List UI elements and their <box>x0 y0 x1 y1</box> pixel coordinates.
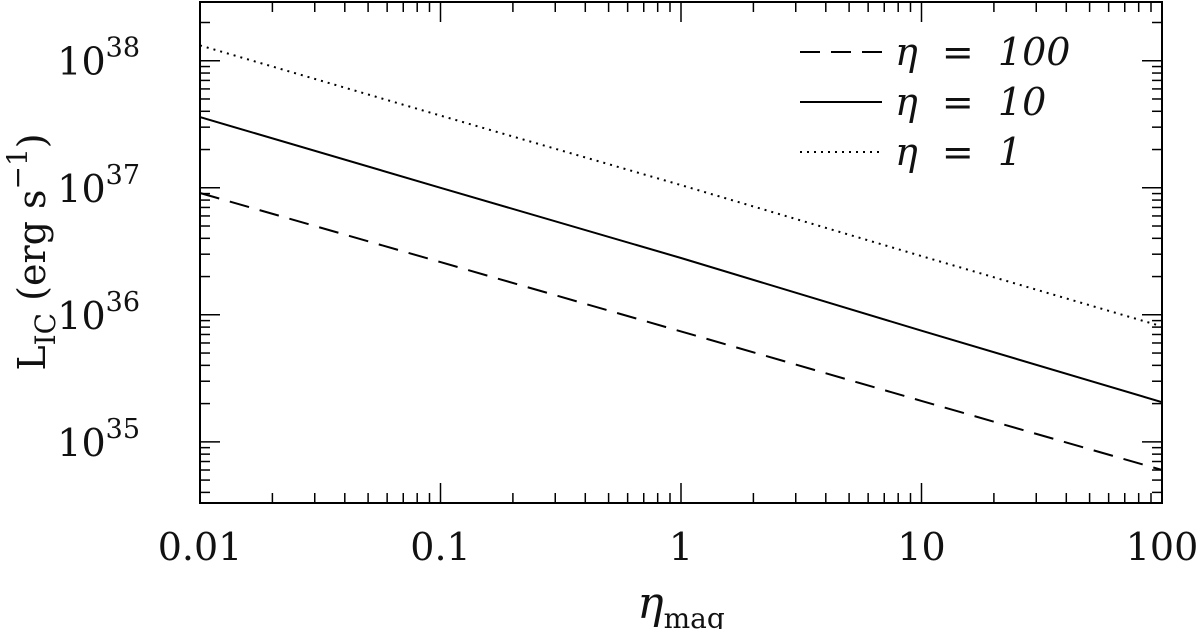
y-tick-base: 10 <box>57 167 105 211</box>
x-tick-label: 100 <box>1126 525 1199 569</box>
y-axis-label: LIC (erg s−1) <box>1 133 62 370</box>
y-tick-exponent: 36 <box>106 287 140 318</box>
y-tick-base: 10 <box>57 421 105 465</box>
y-label-sub: IC <box>29 313 62 345</box>
y-tick-label: 1036 <box>57 287 140 338</box>
legend-label: η = 100 <box>895 30 1070 74</box>
y-tick-label: 1037 <box>57 160 140 211</box>
series-line <box>199 192 1163 471</box>
x-axis-label: ηmag <box>637 578 725 629</box>
x-tick-label: 10 <box>897 525 945 569</box>
y-label-close: ) <box>10 133 54 148</box>
legend-label: η = 1 <box>895 130 1022 174</box>
y-tick-base: 10 <box>57 40 105 84</box>
y-label-rest: (erg s <box>10 189 54 312</box>
y-tick-base: 10 <box>57 294 105 338</box>
y-label-sup: −1 <box>1 148 34 189</box>
x-label-sub: mag <box>664 602 725 629</box>
series-line <box>199 116 1163 404</box>
legend-label: η = 10 <box>895 80 1046 124</box>
x-tick-label: 0.1 <box>410 525 470 569</box>
y-tick-label: 1038 <box>57 33 140 84</box>
x-tick-label: 1 <box>669 525 693 569</box>
y-tick-label: 1035 <box>57 414 140 465</box>
y-tick-exponent: 37 <box>106 160 140 191</box>
y-label-main: L <box>10 345 54 370</box>
x-label-symbol: η <box>637 578 663 629</box>
x-tick-label: 0.01 <box>158 525 243 569</box>
y-tick-exponent: 38 <box>106 33 140 64</box>
y-tick-exponent: 35 <box>106 414 140 445</box>
